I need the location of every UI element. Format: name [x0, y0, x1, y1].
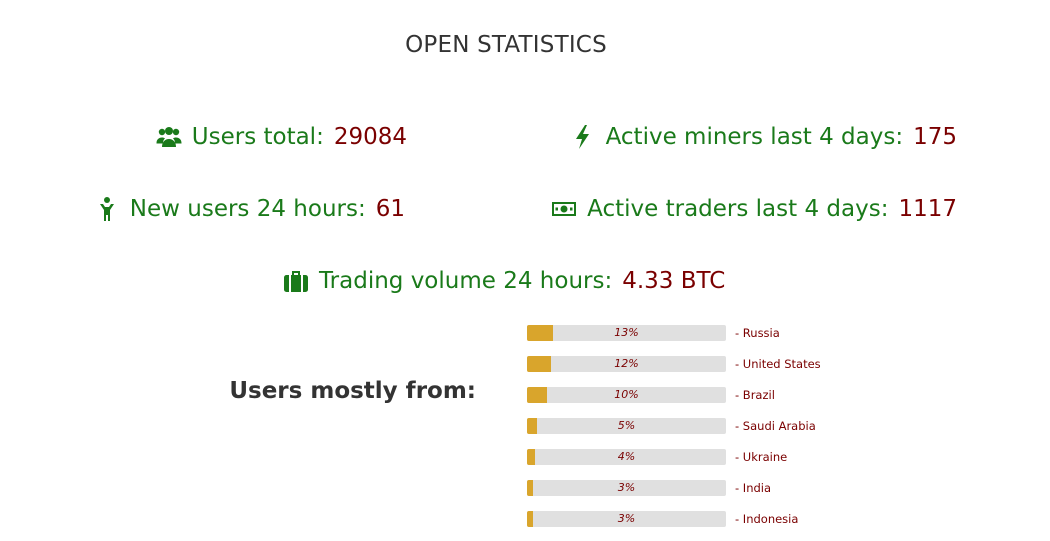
lightning-icon — [570, 124, 596, 150]
stat-trading-volume: Trading volume 24 hours: 4.33 BTC — [283, 266, 725, 296]
active-traders-value: 1117 — [898, 196, 957, 222]
briefcase-icon — [283, 268, 309, 294]
country-bar: 10% — [527, 387, 726, 403]
country-bar-fill — [527, 418, 537, 434]
country-row: 5% - Saudi Arabia — [527, 418, 816, 434]
users-total-value: 29084 — [333, 124, 407, 150]
new-users-label: New users 24 hours: — [129, 196, 366, 222]
users-total-label: Users total: — [191, 124, 324, 150]
country-bar: 5% — [527, 418, 726, 434]
country-bar: 3% — [527, 511, 726, 527]
country-row: 13% - Russia — [527, 325, 780, 341]
country-row: 12% - United States — [527, 356, 821, 372]
users-from-heading: Users mostly from: — [229, 378, 476, 404]
users-icon — [156, 124, 182, 150]
country-bar-fill — [527, 387, 547, 403]
country-row: 4% - Ukraine — [527, 449, 787, 465]
country-bar-fill — [527, 449, 535, 465]
money-icon — [551, 196, 577, 222]
stat-new-users: New users 24 hours: 61 — [94, 194, 405, 224]
country-name: - United States — [735, 357, 821, 371]
country-name: - India — [735, 481, 772, 495]
country-percent: 12% — [614, 357, 639, 370]
active-traders-label: Active traders last 4 days: — [587, 196, 889, 222]
person-icon — [94, 196, 120, 222]
trading-volume-value: 4.33 BTC — [622, 268, 726, 294]
country-name: - Saudi Arabia — [735, 419, 816, 433]
country-row: 10% - Brazil — [527, 387, 775, 403]
country-bar: 4% — [527, 449, 726, 465]
stat-users-total: Users total: 29084 — [156, 122, 407, 152]
active-miners-value: 175 — [913, 124, 957, 150]
stat-active-traders: Active traders last 4 days: 1117 — [551, 194, 957, 224]
country-bar-fill — [527, 511, 533, 527]
country-bar: 13% — [527, 325, 726, 341]
stat-active-miners: Active miners last 4 days: 175 — [570, 122, 957, 152]
country-name: - Brazil — [735, 388, 775, 402]
country-bar-fill — [527, 325, 553, 341]
trading-volume-label: Trading volume 24 hours: — [319, 268, 613, 294]
country-name: - Indonesia — [735, 512, 799, 526]
country-bar: 3% — [527, 480, 726, 496]
country-percent: 10% — [614, 388, 639, 401]
country-bar-fill — [527, 356, 551, 372]
country-percent: 3% — [617, 481, 636, 494]
country-name: - Ukraine — [735, 450, 788, 464]
new-users-value: 61 — [375, 196, 405, 222]
country-percent: 4% — [617, 450, 636, 463]
country-bar-fill — [527, 480, 533, 496]
country-row: 3% - Indonesia — [527, 511, 798, 527]
country-row: 3% - India — [527, 480, 771, 496]
country-percent: 13% — [614, 326, 639, 339]
active-miners-label: Active miners last 4 days: — [605, 124, 904, 150]
country-name: - Russia — [735, 326, 780, 340]
page-title: OPEN STATISTICS — [405, 32, 607, 58]
country-percent: 5% — [617, 419, 636, 432]
country-percent: 3% — [617, 512, 636, 525]
country-bar: 12% — [527, 356, 726, 372]
